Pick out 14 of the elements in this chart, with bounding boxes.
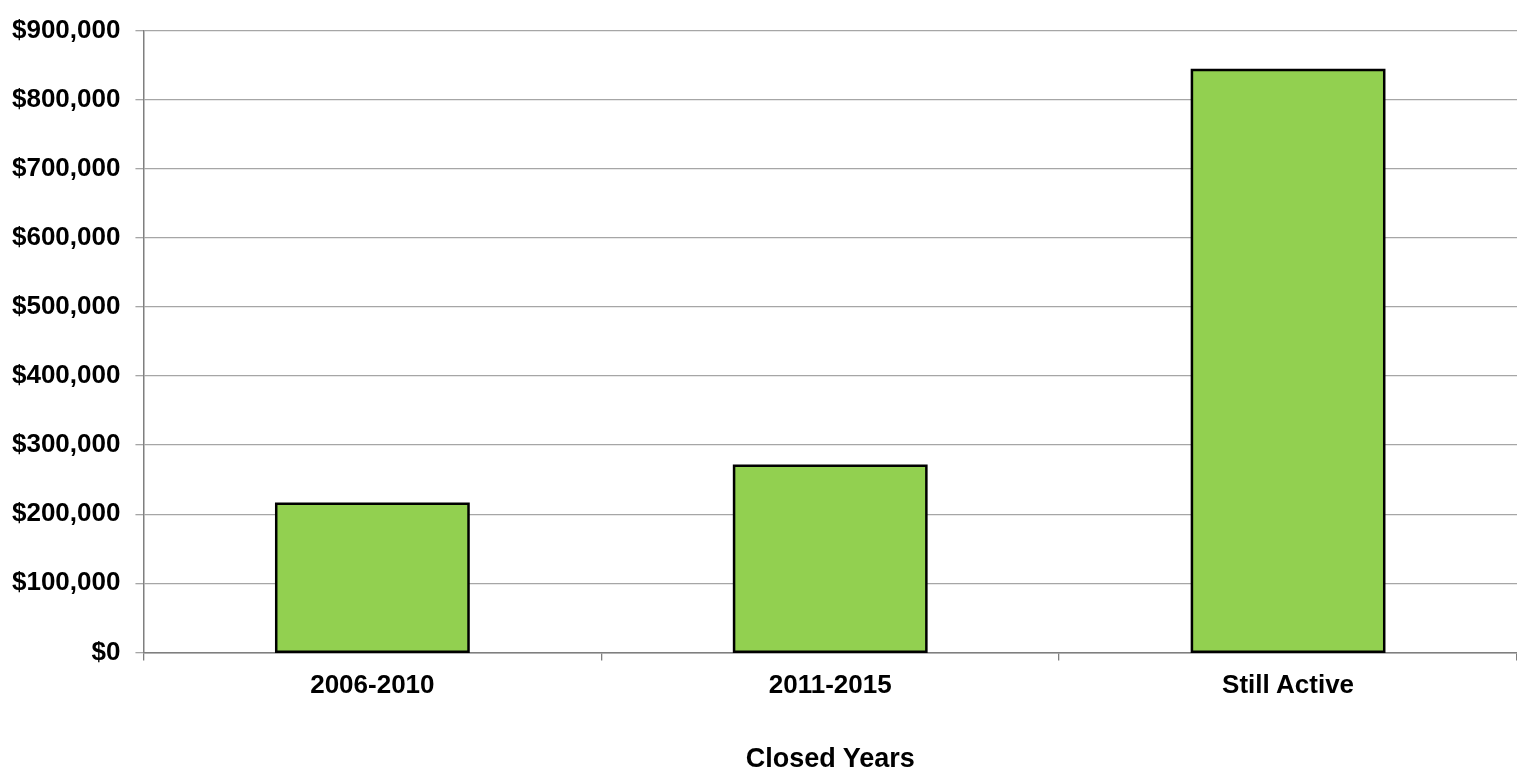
x-axis-title: Closed Years <box>745 743 915 773</box>
y-tick-label: $900,000 <box>11 13 121 44</box>
y-tick-label: $700,000 <box>11 151 121 182</box>
y-tick-label: $200,000 <box>11 497 121 528</box>
y-tick-label: $400,000 <box>11 359 121 390</box>
y-tick-label: $500,000 <box>11 290 121 321</box>
y-tick-label: $300,000 <box>11 428 121 459</box>
y-tick-label: $600,000 <box>11 221 121 252</box>
y-tick-label: $800,000 <box>11 82 121 113</box>
y-tick-label: $100,000 <box>11 566 121 597</box>
y-tick-label: $0 <box>91 635 121 666</box>
x-tick-label: Still Active <box>1222 669 1355 700</box>
x-tick-label: 2006-2010 <box>310 669 435 700</box>
x-tick-label: 2011-2015 <box>768 669 892 700</box>
